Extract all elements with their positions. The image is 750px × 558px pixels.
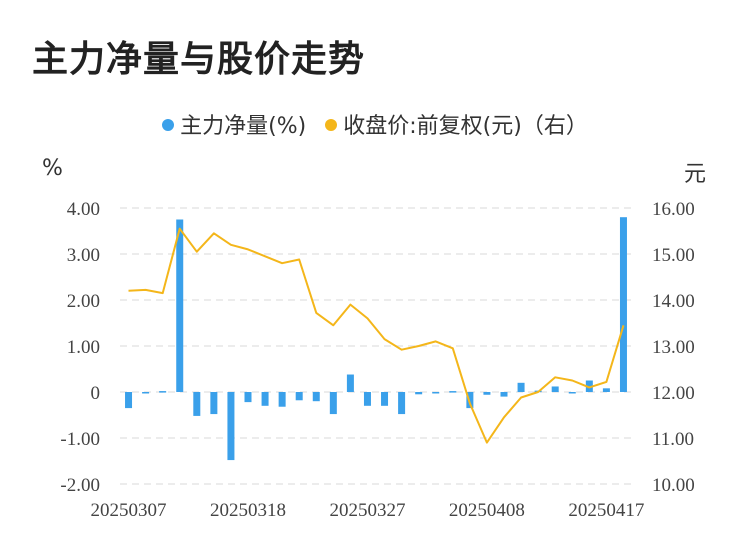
bar-main-net [585, 380, 593, 392]
bar-main-net [398, 392, 406, 415]
bar-main-net [261, 392, 269, 406]
right-tick-label: 16.00 [652, 199, 695, 220]
x-tick-label: 20250307 [91, 500, 167, 521]
left-tick-label: 3.00 [67, 245, 100, 266]
left-tick-label: 4.00 [67, 199, 100, 220]
bar-main-net [210, 392, 218, 415]
bar-main-net [517, 382, 525, 392]
bar-main-net [142, 392, 150, 394]
x-tick-label: 20250318 [210, 500, 286, 521]
bar-main-net [176, 219, 184, 392]
left-tick-label: -2.00 [60, 475, 100, 496]
right-tick-label: 10.00 [652, 475, 695, 496]
bar-main-net [346, 374, 354, 392]
bar-main-net [619, 217, 627, 392]
bar-main-net [449, 391, 457, 393]
legend-item-close-price[interactable]: 收盘价:前复权(元)（右） [325, 108, 588, 140]
legend: 主力净量(%) 收盘价:前复权(元)（右） [0, 108, 750, 140]
bar-main-net [125, 392, 133, 409]
bar-main-net [568, 392, 576, 394]
right-tick-label: 15.00 [652, 245, 695, 266]
bar-main-net [363, 392, 371, 406]
bar-main-net [483, 392, 491, 395]
left-tick-label: 0 [91, 383, 101, 404]
bar-main-net [602, 388, 610, 392]
bar-main-net [432, 392, 440, 394]
chart-title: 主力净量与股价走势 [32, 39, 366, 80]
left-axis-unit: % [42, 156, 63, 181]
left-tick-label: 1.00 [67, 337, 100, 358]
x-tick-label: 20250417 [568, 500, 644, 521]
right-axis-unit: 元 [684, 162, 707, 187]
right-tick-label: 12.00 [652, 383, 695, 404]
right-tick-label: 14.00 [652, 291, 695, 312]
legend-dot-close-price [325, 119, 338, 131]
bar-main-net [312, 392, 320, 402]
bar-main-net [500, 392, 508, 397]
legend-label-main-net: 主力净量(%) [180, 114, 307, 139]
legend-dot-main-net [162, 119, 175, 131]
left-tick-label: 2.00 [67, 291, 100, 312]
x-tick-label: 20250327 [329, 500, 405, 521]
bar-main-net [329, 392, 337, 415]
bar-main-net [295, 392, 303, 401]
bar-main-net [244, 392, 252, 403]
legend-label-close-price: 收盘价:前复权(元)（右） [343, 114, 588, 139]
bar-main-net [159, 391, 167, 393]
bar-main-net [227, 392, 235, 461]
left-tick-label: -1.00 [60, 429, 100, 450]
bar-main-net [381, 392, 389, 406]
bar-main-net [278, 392, 286, 407]
line-close-price [128, 227, 625, 444]
bar-main-net [193, 392, 201, 416]
bar-main-net [415, 392, 423, 395]
legend-item-main-net[interactable]: 主力净量(%) [162, 108, 306, 140]
right-tick-label: 13.00 [652, 337, 695, 358]
right-tick-label: 11.00 [652, 429, 694, 450]
x-tick-label: 20250408 [449, 500, 525, 521]
bar-main-net [551, 386, 559, 392]
